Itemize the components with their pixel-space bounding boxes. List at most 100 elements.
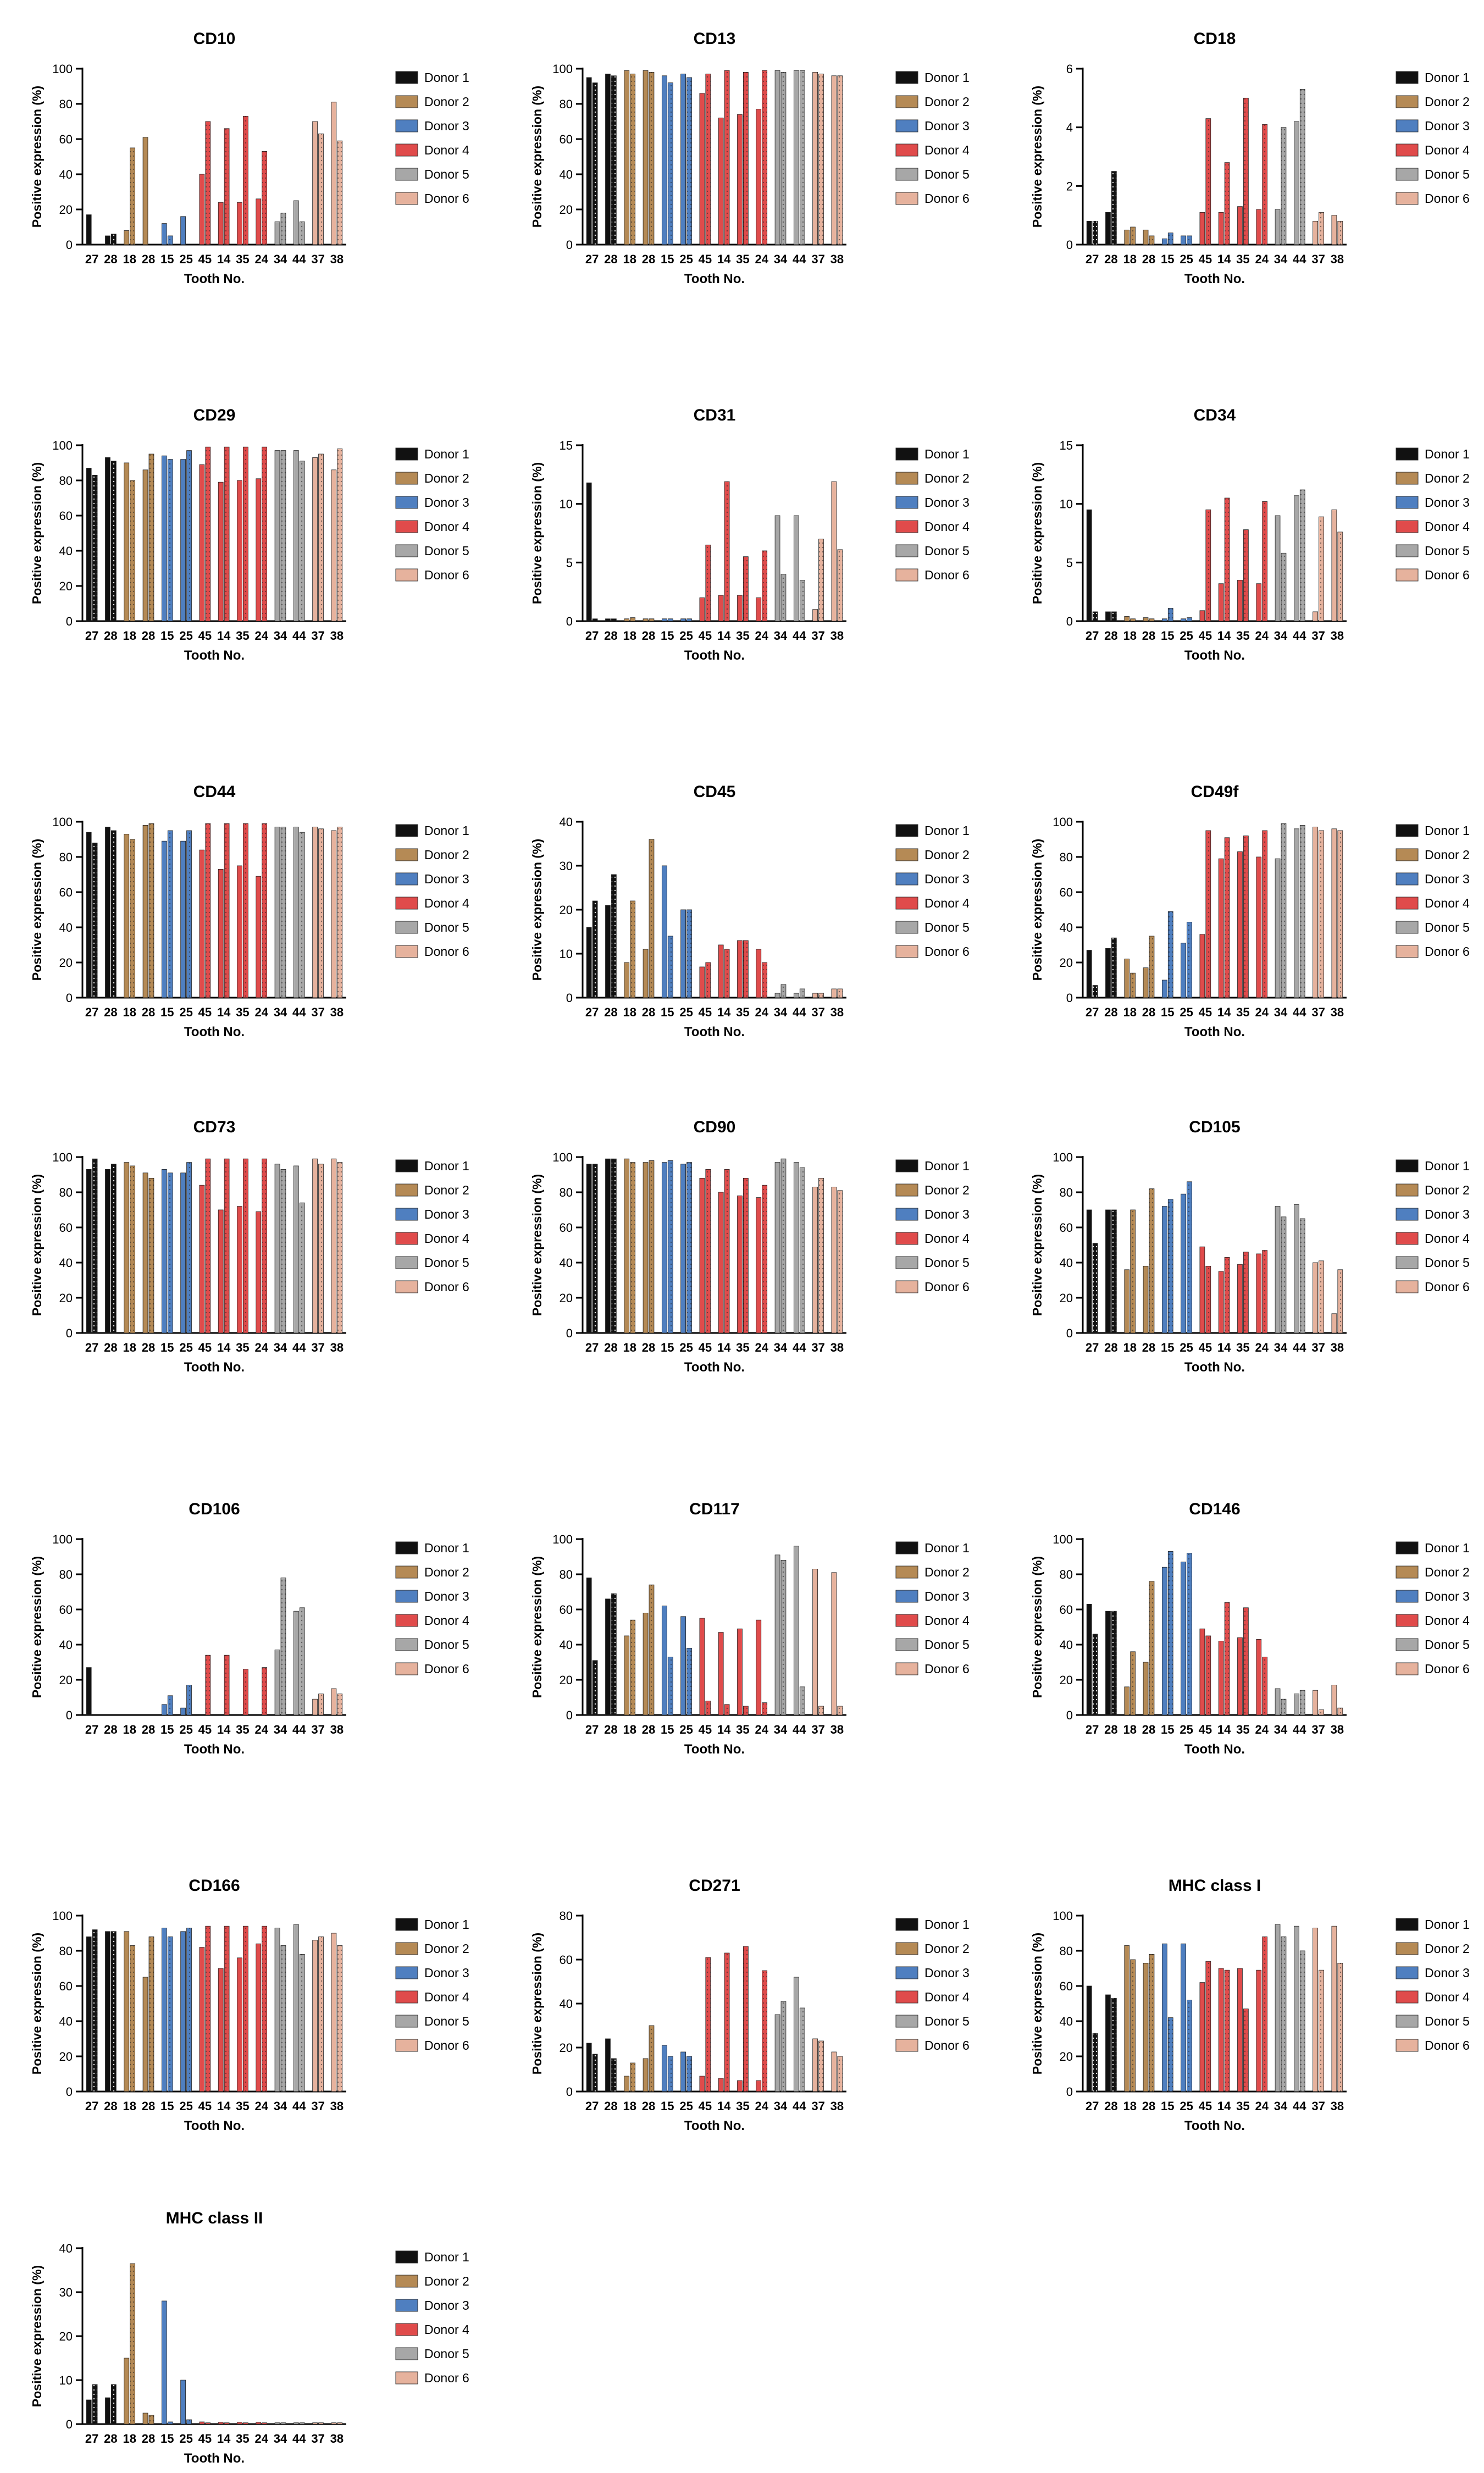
legend-swatch: [395, 1256, 418, 1269]
bar: [299, 2422, 305, 2425]
y-tick-label: 30: [560, 859, 573, 873]
x-axis-label: Tooth No.: [184, 1360, 245, 1375]
x-tick-label: 18: [623, 1341, 636, 1354]
x-tick-label: 37: [1311, 629, 1325, 643]
legend-label: Donor 5: [924, 2014, 970, 2028]
bar: [1161, 238, 1167, 245]
legend-swatch: [895, 1159, 918, 1172]
bar: [630, 1619, 636, 1716]
bar: [661, 618, 667, 622]
y-tick-label: 60: [560, 1221, 573, 1235]
bar: [649, 839, 655, 998]
legend-label: Donor 1: [924, 1541, 970, 1555]
x-tick-label: 28: [604, 2099, 617, 2113]
y-tick-label: 0: [1066, 615, 1073, 628]
x-tick-label: 18: [1123, 1341, 1136, 1354]
bar: [611, 1158, 617, 1334]
legend-label: Donor 6: [1425, 2038, 1470, 2052]
bar: [1337, 830, 1343, 998]
bar: [280, 2422, 286, 2425]
y-tick-label: 0: [66, 991, 73, 1005]
legend-label: Donor 2: [924, 471, 970, 485]
y-tick-label: 40: [59, 168, 73, 181]
chart-title: MHC class II: [166, 2209, 263, 2227]
bar: [218, 1968, 224, 2092]
y-axis-label: Positive expression (%): [1030, 86, 1044, 228]
bar: [237, 2422, 242, 2425]
legend-swatch: [395, 2323, 418, 2336]
bar: [312, 1158, 318, 1334]
y-tick-label: 100: [552, 1533, 573, 1546]
x-tick-label: 45: [198, 2099, 212, 2113]
y-tick-label: 0: [66, 615, 73, 628]
legend-swatch: [395, 848, 418, 861]
legend-swatch: [1396, 1662, 1419, 1675]
bar: [180, 216, 186, 245]
bar: [1181, 1943, 1186, 2092]
bar: [762, 1970, 768, 2092]
y-tick-label: 100: [1053, 1909, 1073, 1923]
x-axis-label: Tooth No.: [184, 2118, 245, 2133]
x-tick-label: 24: [254, 629, 268, 643]
legend-swatch: [395, 897, 418, 910]
bar: [1143, 1265, 1149, 1334]
bar: [205, 121, 211, 245]
x-tick-label: 45: [1199, 1341, 1212, 1354]
bar: [1130, 1651, 1136, 1716]
y-tick-label: 15: [560, 439, 573, 452]
legend-swatch: [395, 1918, 418, 1931]
bar: [1161, 1206, 1167, 1334]
y-tick-label: 0: [566, 615, 573, 628]
bar: [624, 70, 630, 245]
bar: [86, 214, 92, 245]
x-tick-label: 15: [160, 1723, 174, 1736]
x-tick-label: 27: [585, 629, 599, 643]
x-tick-label: 44: [1293, 1005, 1306, 1019]
y-tick-label: 60: [560, 132, 573, 146]
y-axis-label: Positive expression (%): [30, 462, 44, 604]
bar: [762, 1702, 768, 1716]
legend-swatch: [895, 1990, 918, 2004]
bar: [312, 1940, 318, 2092]
legend-label: Donor 1: [424, 1541, 469, 1555]
bar: [624, 618, 630, 622]
bar: [1149, 1581, 1155, 1716]
bar: [837, 1190, 843, 1334]
bar: [630, 2062, 636, 2092]
bar: [124, 462, 130, 622]
x-tick-label: 28: [1142, 629, 1155, 643]
bar: [743, 1946, 749, 2092]
y-tick-label: 20: [560, 1673, 573, 1687]
x-tick-label: 37: [311, 629, 324, 643]
x-tick-label: 18: [623, 252, 636, 266]
y-tick-label: 60: [59, 1603, 73, 1617]
x-axis-label: Tooth No.: [1184, 1360, 1245, 1375]
bar: [1337, 1707, 1343, 1716]
y-tick-label: 100: [52, 439, 73, 452]
bar: [262, 2422, 268, 2425]
y-tick-label: 40: [1060, 1256, 1073, 1270]
bar: [762, 70, 768, 245]
y-tick-label: 0: [566, 2085, 573, 2099]
x-tick-label: 14: [217, 2432, 231, 2446]
bar: [86, 1667, 92, 1716]
legend-label: Donor 5: [424, 2014, 469, 2028]
bar: [262, 823, 268, 998]
legend-swatch: [395, 945, 418, 958]
y-tick-label: 0: [66, 1708, 73, 1722]
bar: [818, 993, 824, 998]
bar: [167, 1936, 173, 2092]
legend-swatch: [395, 1183, 418, 1197]
legend-label: Donor 4: [1425, 1990, 1470, 2004]
x-tick-label: 34: [274, 2432, 287, 2446]
bar: [331, 2422, 337, 2425]
x-tick-label: 28: [104, 629, 117, 643]
bar: [1313, 1262, 1318, 1334]
chart-cd49f: CD49f 0 20 40 60 80 100 Positive expression (%)…: [1030, 783, 1470, 1039]
legend-swatch: [895, 848, 918, 861]
x-tick-label: 28: [642, 1005, 655, 1019]
legend-label: Donor 6: [424, 2038, 469, 2052]
y-tick-label: 15: [1060, 439, 1073, 452]
y-tick-label: 80: [59, 850, 73, 864]
bar: [686, 909, 692, 998]
